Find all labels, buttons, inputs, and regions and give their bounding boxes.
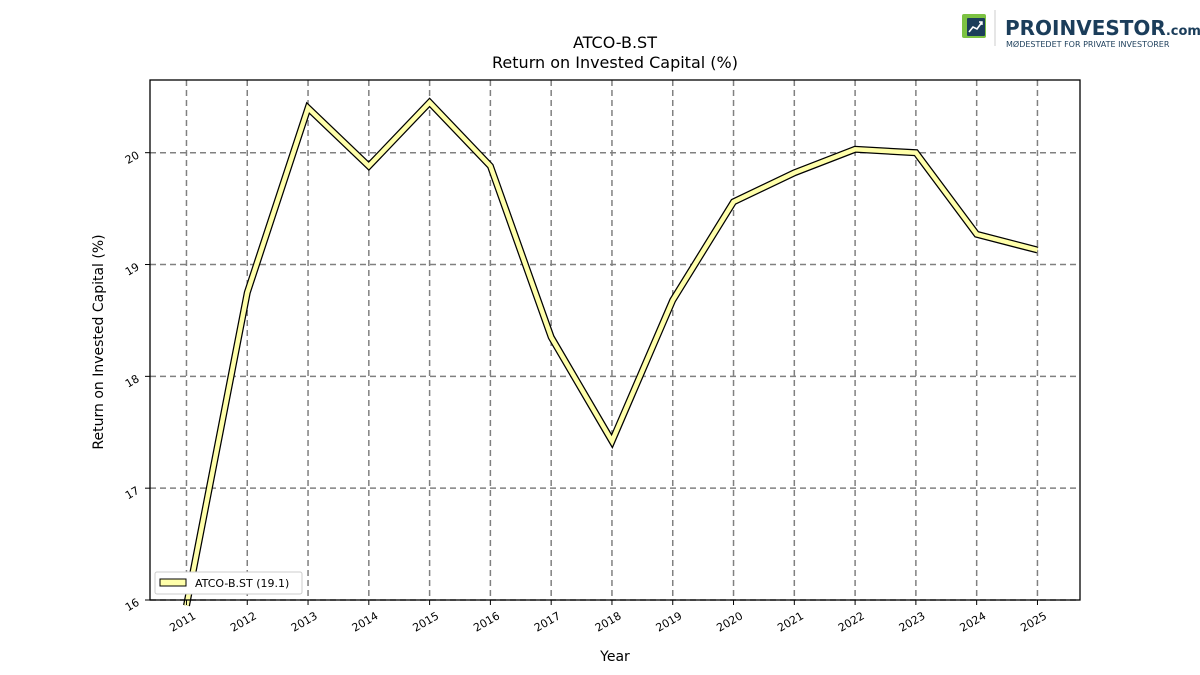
x-tick-label: 2025 <box>1018 609 1049 634</box>
brand-suffix: .com <box>1166 24 1200 39</box>
y-tick-label: 20 <box>123 149 142 167</box>
plot-frame <box>149 79 1081 601</box>
brand-name: PROINVESTOR <box>1005 16 1166 40</box>
chart-logo-icon <box>962 14 986 38</box>
brand-name-line: PROINVESTOR.com <box>1005 16 1200 40</box>
brand-logo: PROINVESTOR.com MØDESTEDET FOR PRIVATE I… <box>962 10 1200 49</box>
y-ticks: 16 17 18 19 20 <box>123 149 150 614</box>
x-tick-label: 2014 <box>350 609 381 634</box>
series-layer <box>183 97 1039 607</box>
chart-subtitle: Return on Invested Capital (%) <box>492 53 738 72</box>
x-tick-label: 2015 <box>410 609 441 634</box>
y-tick-label: 17 <box>123 484 142 502</box>
legend: ATCO-B.ST (19.1) <box>154 571 303 595</box>
x-tick-label: 2013 <box>289 609 320 634</box>
x-ticks: 2011 2012 2013 2014 2015 2016 2017 2018 2019 2020… <box>167 600 1049 635</box>
x-tick-label: 2016 <box>471 609 502 634</box>
brand-tagline: MØDESTEDET FOR PRIVATE INVESTORER <box>1006 39 1170 49</box>
chart-title: ATCO-B.ST <box>573 33 657 52</box>
x-tick-label: 2020 <box>714 609 745 634</box>
y-tick-label: 18 <box>123 372 142 390</box>
x-tick-label: 2023 <box>897 609 928 634</box>
x-tick-label: 2021 <box>775 609 806 634</box>
x-tick-label: 2019 <box>654 609 685 634</box>
x-axis-label: Year <box>599 649 630 665</box>
x-tick-label: 2012 <box>228 609 259 634</box>
legend-entry: ATCO-B.ST (19.1) <box>195 577 289 590</box>
y-tick-label: 19 <box>123 260 142 278</box>
x-tick-label: 2024 <box>958 609 989 634</box>
x-tick-label: 2017 <box>532 609 563 634</box>
x-tick-label: 2022 <box>836 609 867 634</box>
legend-swatch <box>159 578 187 587</box>
series-line <box>184 99 1039 607</box>
x-tick-label: 2018 <box>593 609 624 634</box>
y-tick-label: 16 <box>123 596 142 614</box>
y-axis-label: Return on Invested Capital (%) <box>91 234 107 449</box>
legend-box <box>154 571 303 595</box>
x-tick-label: 2011 <box>167 609 198 634</box>
